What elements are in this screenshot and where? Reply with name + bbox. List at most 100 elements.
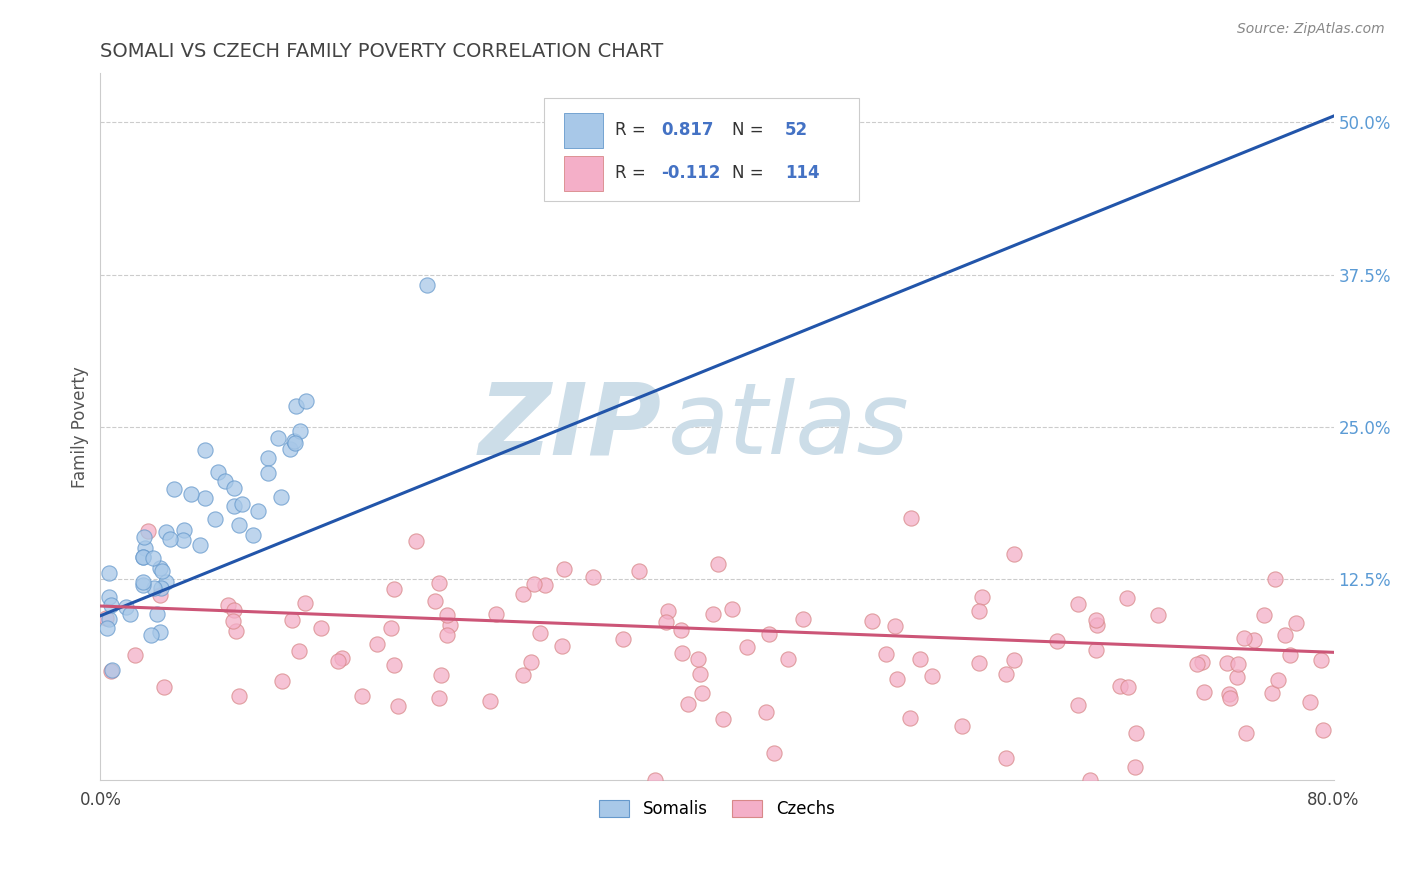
Text: R =: R = [614,164,651,182]
Point [1264,573,1286,587]
Point [326,654,349,668]
Point [1218,687,1240,701]
Point [132,577,155,591]
Point [387,698,409,713]
Point [676,697,699,711]
Point [669,623,692,637]
FancyBboxPatch shape [544,98,859,201]
Point [180,486,202,500]
Point [529,626,551,640]
Point [553,562,575,576]
Point [228,689,250,703]
Point [776,652,799,666]
Point [436,607,458,622]
Point [330,651,353,665]
Point [134,541,156,555]
Point [139,628,162,642]
Text: atlas: atlas [668,378,910,475]
Point [138,524,160,538]
Legend: Somalis, Czechs: Somalis, Czechs [592,794,841,825]
Point [886,673,908,687]
Text: N =: N = [731,121,769,139]
Point [1125,726,1147,740]
Point [898,711,921,725]
Point [1253,608,1275,623]
Point [485,607,508,621]
Point [707,557,730,571]
Point [921,669,943,683]
Point [671,646,693,660]
Point [762,747,785,761]
Point [1123,760,1146,774]
Point [994,751,1017,765]
Point [382,582,405,596]
FancyBboxPatch shape [564,112,603,148]
Point [382,658,405,673]
Text: N =: N = [731,164,769,182]
Point [1067,698,1090,712]
Point [149,588,172,602]
Point [100,664,122,678]
Point [427,576,450,591]
Point [270,490,292,504]
Point [98,591,121,605]
Point [534,578,557,592]
Point [1185,657,1208,671]
Point [246,504,269,518]
Point [97,612,120,626]
Point [690,686,713,700]
Point [150,581,173,595]
Text: Source: ZipAtlas.com: Source: ZipAtlas.com [1237,22,1385,37]
Point [96,621,118,635]
Point [792,612,814,626]
Point [405,534,427,549]
Point [686,652,709,666]
Point [1299,695,1322,709]
Point [721,602,744,616]
Y-axis label: Family Poverty: Family Poverty [72,366,89,488]
Point [222,602,245,616]
Text: 52: 52 [785,121,808,139]
Point [217,598,239,612]
Point [1085,618,1108,632]
Point [1116,591,1139,605]
Point [1109,679,1132,693]
Point [214,474,236,488]
Point [1279,648,1302,662]
Point [159,533,181,547]
Text: ZIP: ZIP [478,378,661,475]
Point [1267,673,1289,687]
Point [145,607,167,621]
Point [860,614,883,628]
Point [224,500,246,514]
Point [94,611,117,625]
Point [884,619,907,633]
Point [900,511,922,525]
Point [194,442,217,457]
Point [1078,773,1101,788]
Point [950,719,973,733]
Point [875,647,897,661]
Point [1226,657,1249,672]
Point [439,618,461,632]
Point [416,278,439,293]
Point [967,604,990,618]
Point [1225,670,1247,684]
Point [124,648,146,663]
Point [429,668,451,682]
Point [523,576,546,591]
Point [1219,690,1241,705]
Point [1243,633,1265,648]
Point [512,587,534,601]
Point [350,689,373,703]
Point [735,640,758,654]
Point [702,607,724,621]
Point [582,570,605,584]
Point [908,651,931,665]
Point [657,604,679,618]
Point [204,512,226,526]
Point [967,656,990,670]
Point [1216,656,1239,670]
Point [612,632,634,646]
Point [380,621,402,635]
